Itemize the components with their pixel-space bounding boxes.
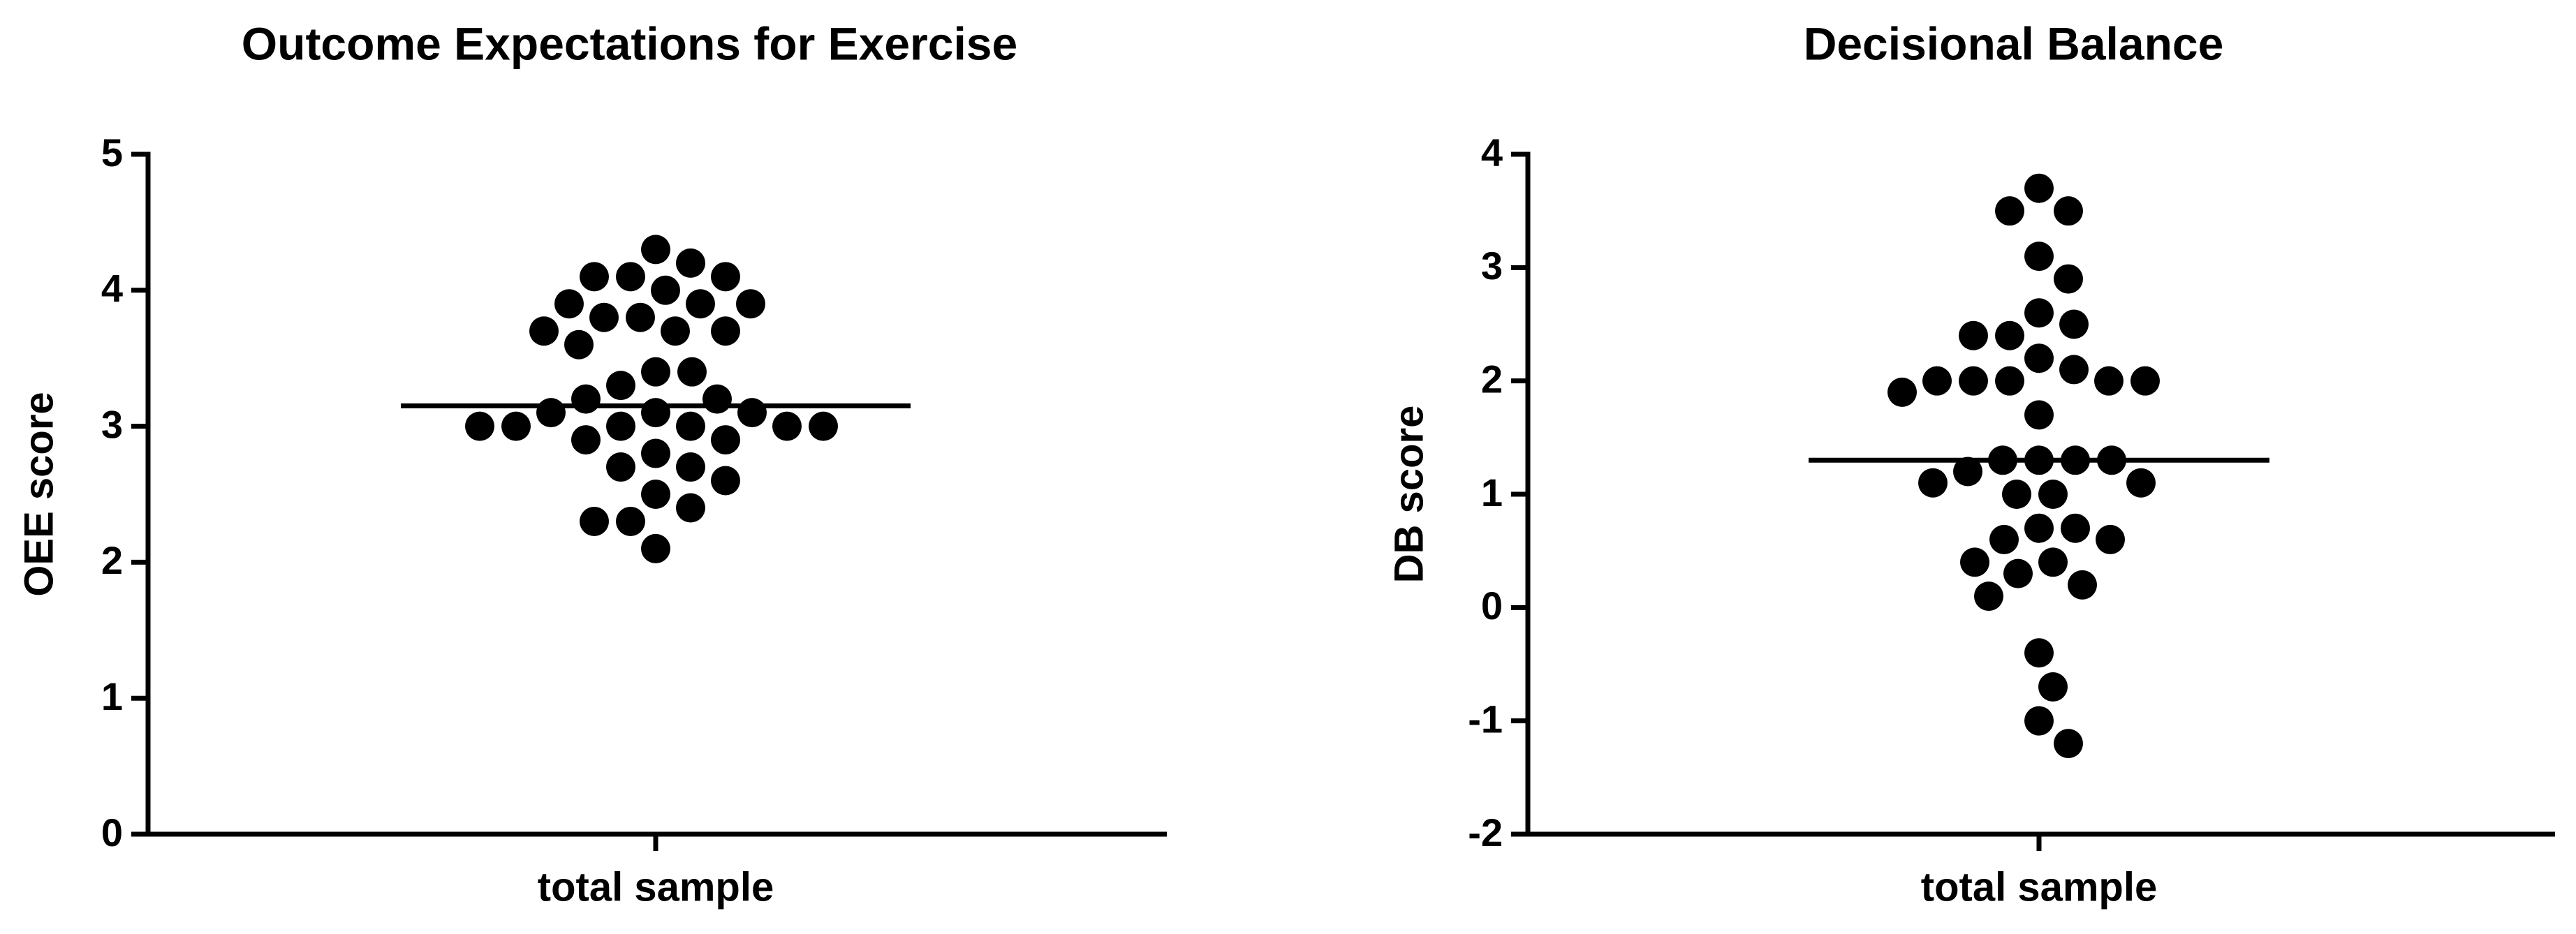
chart-title: Decisional Balance [1804,17,2224,69]
data-point [616,262,645,292]
y-tick-label: -1 [1468,697,1503,741]
data-point [2024,242,2054,272]
data-point [641,480,670,509]
data-point [2024,638,2054,668]
data-point [641,357,670,387]
data-point [606,452,635,482]
data-point [2130,366,2160,396]
data-point [606,411,635,441]
data-point [2024,706,2054,736]
data-point [1960,547,1989,577]
data-point [2024,173,2054,203]
data-point [711,262,740,292]
data-point [676,493,705,523]
data-point [564,329,594,359]
data-point [1995,366,2024,396]
data-point [737,398,767,428]
y-tick-label: 4 [101,267,123,311]
data-point [641,235,670,265]
data-point [2038,547,2068,577]
data-point [711,425,740,455]
y-axis-label: DB score [1386,406,1431,584]
data-point [2024,400,2054,430]
data-point [1989,524,2019,554]
data-point [571,425,601,455]
data-point [589,302,619,332]
data-point [661,316,690,346]
data-point [2068,570,2097,600]
y-tick-label: 2 [101,538,123,582]
data-point [2054,729,2083,759]
data-point [2024,343,2054,373]
data-point [2061,513,2090,543]
data-point [736,289,765,319]
y-tick-label: 3 [1481,244,1503,288]
data-point [2002,480,2031,509]
data-point [2096,524,2125,554]
y-tick-label: 1 [101,674,123,718]
y-axis-label: OEE score [16,392,61,596]
data-point [2038,480,2068,509]
data-point [1974,581,2003,611]
data-point [1995,196,2024,226]
data-point [1953,457,1982,487]
y-tick-label: 2 [1481,357,1503,401]
y-tick-label: 3 [101,402,123,446]
data-point [1918,468,1948,498]
y-tick-label: 4 [1481,131,1503,175]
data-point [711,316,740,346]
data-point [571,384,601,414]
data-point [1995,320,2024,350]
data-point [2094,366,2124,396]
data-point [2038,672,2068,702]
data-point [536,398,566,428]
x-tick-label: total sample [1921,864,2157,910]
data-point [2126,468,2156,498]
data-point [711,466,740,496]
data-point [616,506,645,536]
data-point [1959,320,1988,350]
data-point [676,411,705,441]
data-point [1959,366,1988,396]
y-tick-label: 0 [101,810,123,854]
data-point [2059,355,2089,385]
data-point [501,411,531,441]
data-point [554,289,584,319]
data-point [580,506,609,536]
data-point [2024,298,2054,328]
data-point [676,248,705,278]
data-point [651,275,680,305]
data-point [1887,377,1917,407]
y-tick-label: 1 [1481,470,1503,514]
chart-title: Outcome Expectations for Exercise [242,17,1017,69]
data-point [702,384,732,414]
data-point [2059,309,2089,339]
data-point [686,289,715,319]
data-point [2024,513,2054,543]
data-point [626,302,655,332]
data-point [641,533,670,563]
data-point [1922,366,1952,396]
data-point [641,438,670,468]
data-point [2054,196,2083,226]
data-point [772,411,802,441]
data-point [2003,558,2033,588]
data-point [641,398,670,428]
data-point [606,371,635,401]
y-tick-label: 0 [1481,584,1503,628]
data-point [580,262,609,292]
data-point [809,411,838,441]
data-point [465,411,494,441]
y-tick-label: 5 [101,131,123,175]
x-tick-label: total sample [538,864,774,910]
y-tick-label: -2 [1468,810,1503,854]
data-point [676,452,705,482]
data-point [2054,264,2083,294]
data-point [529,316,559,346]
data-point [677,357,707,387]
